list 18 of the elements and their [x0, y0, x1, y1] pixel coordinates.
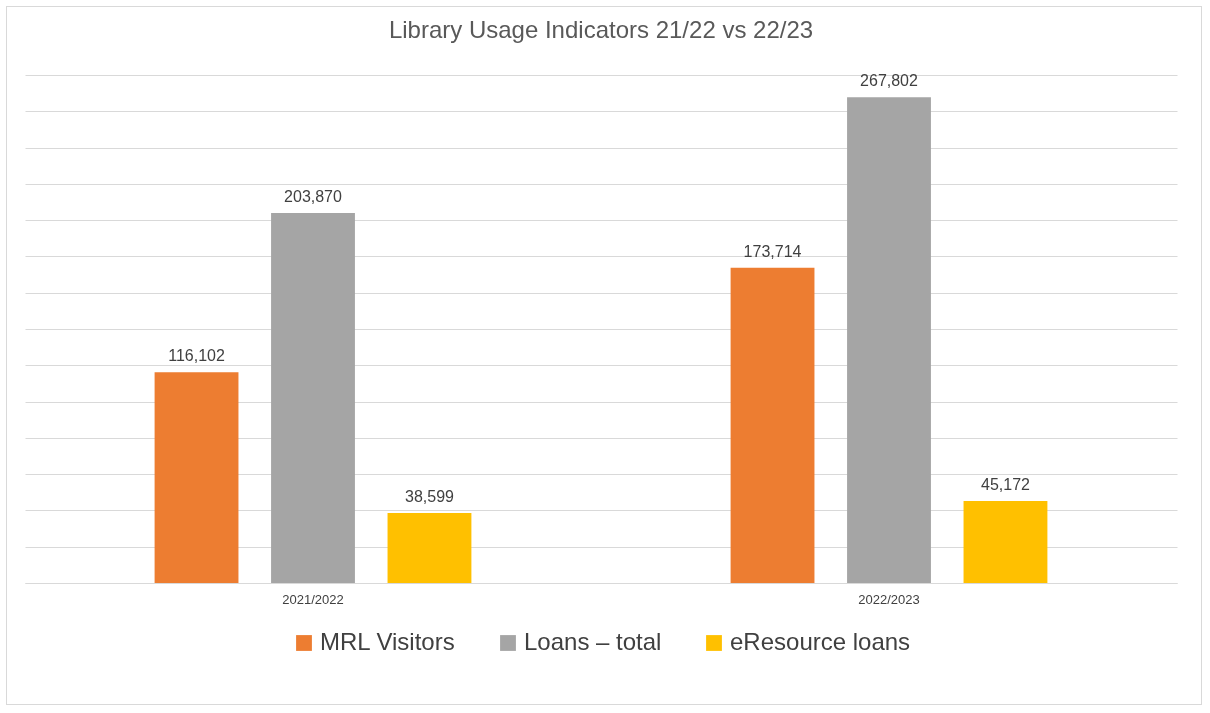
- bar: [847, 97, 931, 583]
- data-label: 45,172: [981, 476, 1031, 494]
- data-label: 173,714: [743, 242, 802, 260]
- legend-label: MRL Visitors: [320, 628, 455, 655]
- bar: [963, 501, 1048, 583]
- bar: [271, 213, 355, 583]
- data-label: 267,802: [860, 72, 919, 90]
- data-label: 116,102: [168, 347, 225, 365]
- legend-label: eResource loans: [730, 628, 911, 655]
- legend-label: Loans – total: [524, 628, 662, 655]
- bar: [730, 267, 815, 583]
- bar: [154, 372, 239, 583]
- bar: [387, 512, 472, 583]
- chart-title: Library Usage Indicators 21/22 vs 22/23: [388, 16, 814, 44]
- x-tick-label: 2021/2022: [282, 591, 344, 607]
- x-tick-label: 2022/2023: [858, 591, 920, 607]
- data-label: 38,599: [405, 487, 455, 505]
- data-label: 203,870: [284, 188, 343, 206]
